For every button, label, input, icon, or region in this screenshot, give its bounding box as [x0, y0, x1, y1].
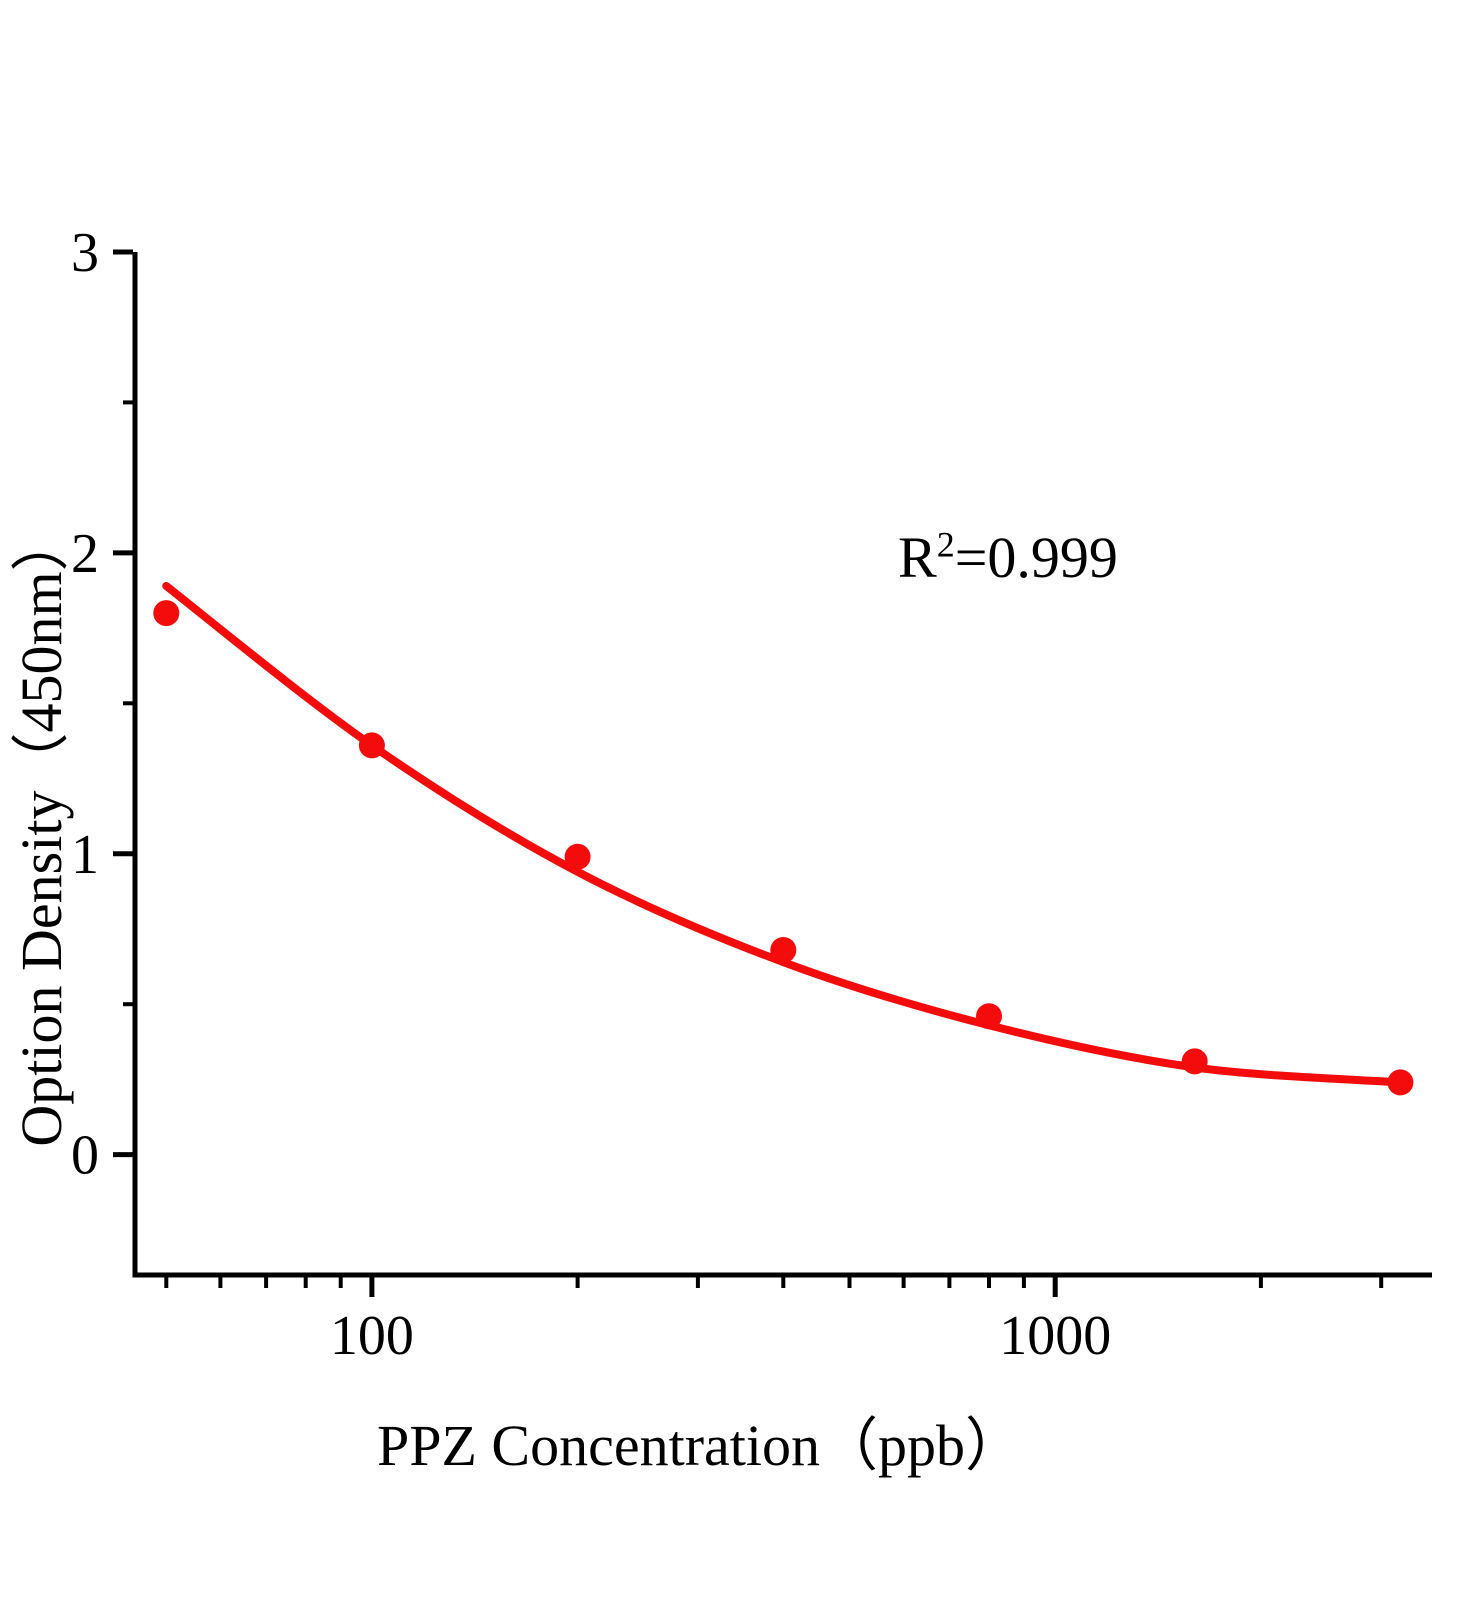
y-tick-label: 2 — [71, 523, 99, 585]
data-point — [358, 732, 385, 759]
y-tick-label: 1 — [71, 824, 99, 886]
y-axis-title: Option Density（450nm） — [9, 513, 74, 1147]
data-point — [1181, 1048, 1208, 1075]
data-point — [1387, 1069, 1414, 1096]
data-point — [564, 843, 591, 870]
x-tick-label: 100 — [330, 1305, 414, 1367]
y-tick-label: 0 — [71, 1125, 99, 1187]
y-tick-label: 3 — [71, 222, 99, 284]
data-point — [153, 600, 180, 627]
r-squared-base: R — [898, 525, 937, 590]
x-axis: 100 1000 — [132, 1272, 1432, 1367]
data-point — [976, 1003, 1002, 1030]
fit-curve — [162, 581, 1405, 1087]
x-tick-label: 1000 — [999, 1305, 1111, 1367]
r-squared-value: =0.999 — [954, 525, 1118, 590]
y-axis: 0 1 2 3 — [71, 222, 138, 1278]
r-squared-annotation: R2=0.999 — [898, 524, 1118, 591]
data-points — [153, 600, 1414, 1096]
x-axis-title: PPZ Concentration（ppb） — [376, 1413, 1023, 1478]
r-squared-exponent: 2 — [936, 524, 955, 565]
data-point — [770, 937, 797, 963]
